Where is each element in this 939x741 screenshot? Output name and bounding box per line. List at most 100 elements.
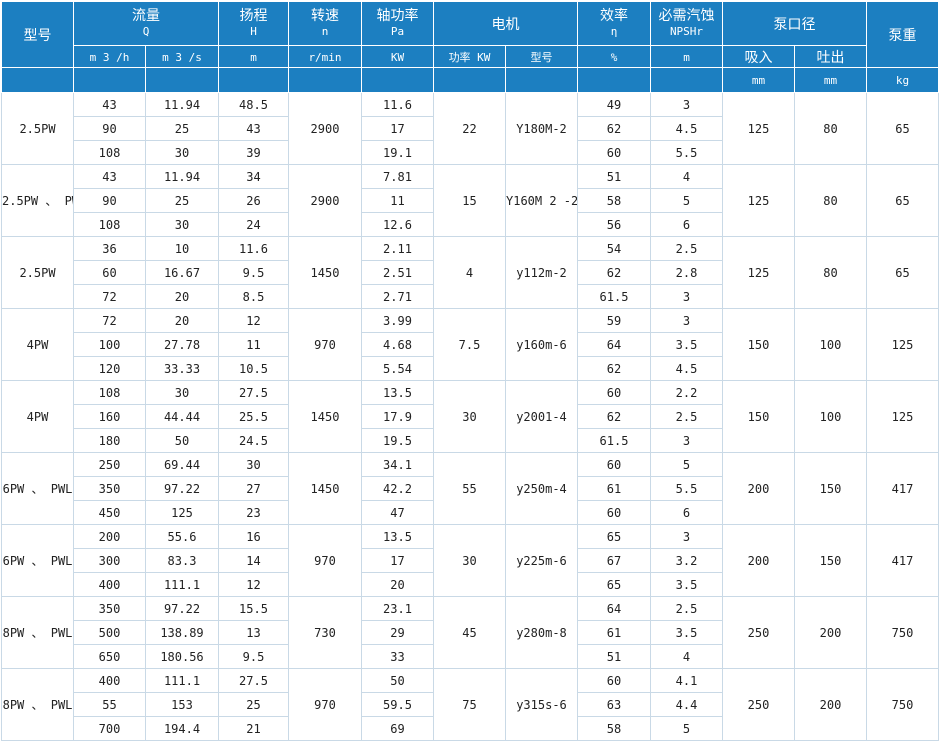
- cell-efficiency: 62: [577, 260, 651, 285]
- cell-efficiency: 67: [577, 548, 651, 573]
- cell-discharge: 100: [794, 380, 867, 453]
- cell-speed: 970: [288, 524, 362, 597]
- cell-head: 21: [218, 716, 289, 741]
- table-row: 450 125 23 47 60 6: [2, 500, 939, 525]
- cell-npsh: 3.5: [650, 332, 723, 357]
- header-discharge: 吐出: [794, 45, 867, 68]
- cell-suction: 150: [722, 308, 795, 381]
- cell-head: 15.5: [218, 596, 289, 621]
- cell-head: 12: [218, 572, 289, 597]
- cell-npsh: 4: [650, 644, 723, 669]
- cell-npsh: 5.5: [650, 476, 723, 501]
- cell-flow-h: 200: [73, 524, 146, 549]
- table-row: 160 44.44 25.5 17.9 62 2.5: [2, 404, 939, 429]
- cell-weight: 417: [866, 524, 939, 597]
- cell-shaft-power: 42.2: [361, 476, 434, 501]
- cell-shaft-power: 12.6: [361, 212, 434, 237]
- cell-head: 10.5: [218, 356, 289, 381]
- cell-npsh: 3: [650, 308, 723, 333]
- cell-npsh: 3.2: [650, 548, 723, 573]
- cell-shaft-power: 11.6: [361, 92, 434, 117]
- header-speed-unit: r/min: [288, 45, 362, 68]
- table-row: 8PW 、 PWL 350 97.22 15.5 730 23.1 45 y280m-8 64 2…: [1, 596, 939, 669]
- cell-motor-power: 75: [433, 668, 506, 741]
- cell-flow-h: 90: [73, 188, 146, 213]
- cell-suction: 125: [722, 236, 795, 309]
- cell-npsh: 3: [650, 524, 723, 549]
- cell-flow-h: 180: [73, 428, 146, 453]
- cell-efficiency: 56: [577, 212, 651, 237]
- header-motor-power: 功率 KW: [433, 45, 506, 68]
- cell-flow-h: 500: [73, 620, 146, 645]
- cell-speed: 1450: [288, 380, 362, 453]
- table-row: 8PW 、 PWL 400 111.1 27.5 970 50 75 y315s-6 60 4.1…: [1, 668, 939, 741]
- cell-flow-s: 27.78: [145, 332, 219, 357]
- table-row: 400 111.1 12 20 65 3.5: [2, 572, 939, 597]
- cell-flow-h: 160: [73, 404, 146, 429]
- cell-speed: 2900: [288, 164, 362, 237]
- cell-motor-model: y280m-8: [505, 596, 578, 669]
- cell-motor-model: y250m-4: [505, 452, 578, 525]
- cell-efficiency: 51: [577, 644, 651, 669]
- cell-motor-model: y112m-2: [505, 236, 578, 309]
- cell-flow-s: 30: [145, 140, 219, 165]
- cell-shaft-power: 17.9: [361, 404, 434, 429]
- cell-motor-power: 4: [433, 236, 506, 309]
- cell-flow-h: 120: [73, 356, 146, 381]
- cell-shaft-power: 2.11: [361, 236, 434, 261]
- cell-npsh: 6: [650, 500, 723, 525]
- cell-npsh: 2.5: [650, 404, 723, 429]
- cell-head: 9.5: [218, 644, 289, 669]
- cell-flow-s: 25: [145, 116, 219, 141]
- cell-flow-s: 97.22: [145, 596, 219, 621]
- cell-model: 8PW 、 PWL: [1, 668, 74, 741]
- cell-head: 26: [218, 188, 289, 213]
- cell-head: 24.5: [218, 428, 289, 453]
- cell-shaft-power: 50: [361, 668, 434, 693]
- table-row: 100 27.78 11 4.68 64 3.5: [2, 332, 939, 357]
- cell-flow-s: 30: [145, 380, 219, 405]
- cell-head: 13: [218, 620, 289, 645]
- cell-flow-h: 400: [73, 572, 146, 597]
- cell-npsh: 6: [650, 212, 723, 237]
- cell-suction: 125: [722, 164, 795, 237]
- cell-speed: 730: [288, 596, 362, 669]
- cell-motor-model: y2001-4: [505, 380, 578, 453]
- header-head: 扬程 H: [218, 1, 289, 46]
- cell-efficiency: 58: [577, 716, 651, 741]
- cell-efficiency: 59: [577, 308, 651, 333]
- header-motor-model: 型号: [505, 45, 578, 68]
- header-head-unit: m: [218, 45, 289, 68]
- cell-head: 48.5: [218, 92, 289, 117]
- header-empty: [505, 67, 578, 93]
- cell-npsh: 5: [650, 188, 723, 213]
- cell-efficiency: 62: [577, 116, 651, 141]
- header-efficiency-unit: %: [577, 45, 651, 68]
- cell-shaft-power: 2.51: [361, 260, 434, 285]
- cell-discharge: 150: [794, 524, 867, 597]
- cell-discharge: 200: [794, 596, 867, 669]
- cell-head: 39: [218, 140, 289, 165]
- cell-flow-h: 350: [73, 596, 146, 621]
- cell-head: 27.5: [218, 668, 289, 693]
- header-flow-unit-s: m 3 /s: [145, 45, 219, 68]
- table-row: 2.5PW 36 10 11.6 1450 2.11 4 y112m-2 54 2.5 125 80 6…: [1, 236, 939, 309]
- cell-npsh: 3: [650, 284, 723, 309]
- header-empty: [218, 67, 289, 93]
- cell-flow-h: 300: [73, 548, 146, 573]
- cell-flow-s: 44.44: [145, 404, 219, 429]
- cell-flow-s: 11.94: [145, 92, 219, 117]
- cell-discharge: 80: [794, 236, 867, 309]
- header-weight: 泵重: [866, 1, 939, 68]
- header-empty: [577, 67, 651, 93]
- cell-efficiency: 64: [577, 332, 651, 357]
- cell-discharge: 200: [794, 668, 867, 741]
- header-empty: [361, 67, 434, 93]
- header-empty: [650, 67, 723, 93]
- header-model: 型号: [1, 1, 74, 68]
- cell-efficiency: 64: [577, 596, 651, 621]
- cell-motor-power: 55: [433, 452, 506, 525]
- cell-shaft-power: 11: [361, 188, 434, 213]
- header-flow: 流量 Q: [73, 1, 219, 46]
